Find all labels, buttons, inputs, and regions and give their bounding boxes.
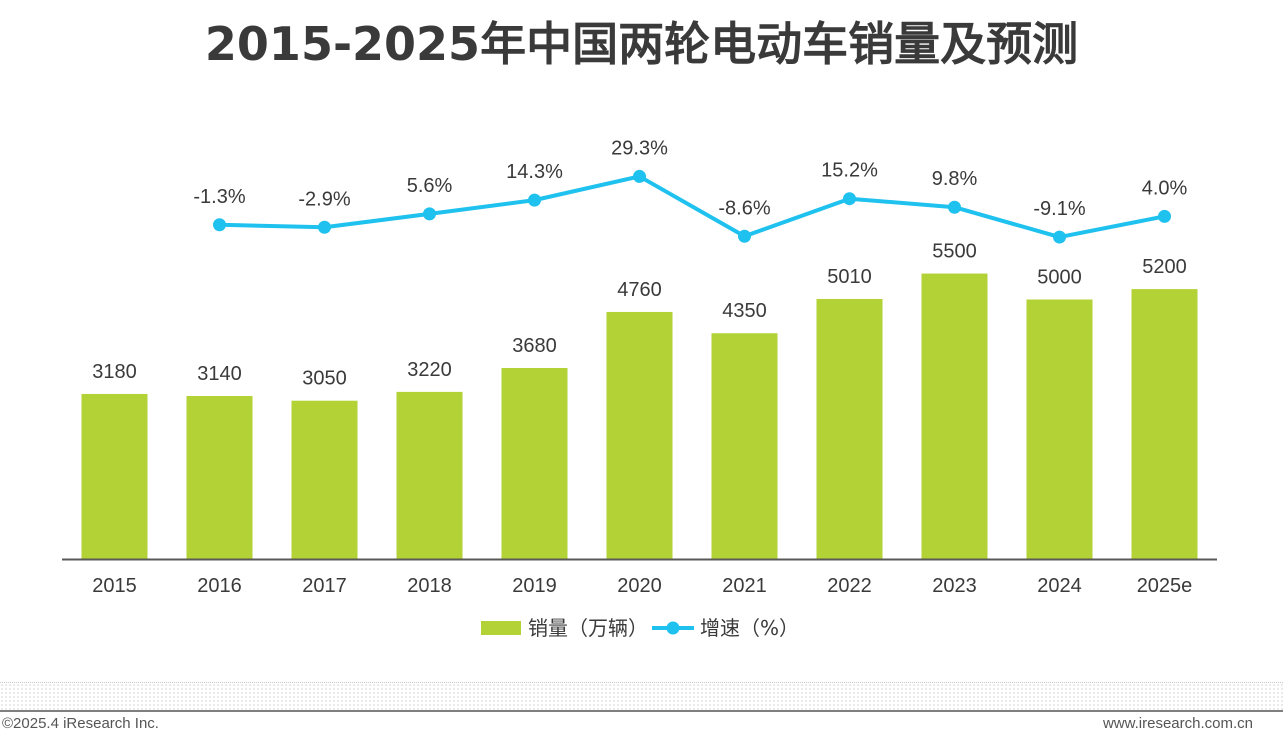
x-tick-2019: 2019 [512,575,557,597]
x-tick-2015: 2015 [92,575,137,597]
x-tick-2020: 2020 [617,575,662,597]
growth-label-2024: -9.1% [1033,198,1085,220]
bar-2017 [291,400,358,559]
footer-band [0,682,1283,711]
growth-label-2019: 14.3% [506,161,563,183]
growth-label-2021: -8.6% [718,197,770,219]
footer-divider [0,710,1283,712]
bar-label-2018: 3220 [407,359,452,381]
line-data-labels: -1.3% -2.9% 5.6% 14.3% 29.3% -8.6% 15.2% 9.8% -9… [193,137,1187,220]
growth-point-2025e [1158,209,1171,223]
chart-title: 2015-2025年中国两轮电动车销量及预测 [204,17,1079,71]
legend: 销量（万辆） 增速（%） [481,616,799,640]
bar-2021 [711,333,778,559]
x-tick-2021: 2021 [722,575,767,597]
bar-label-2017: 3050 [302,368,347,390]
bar-label-2023: 5500 [932,241,977,263]
growth-point-2022 [843,192,856,206]
bar-label-2020: 4760 [617,279,662,301]
legend-bar-swatch [481,621,521,635]
x-tick-labels: 2015 2016 2017 2018 2019 2020 2021 2022 2023 2024… [92,575,1192,597]
growth-label-2025e: 4.0% [1142,177,1188,199]
legend-bar-label: 销量（万辆） [528,616,648,640]
bar-label-2022: 5010 [827,266,872,288]
bar-2018 [396,391,463,559]
growth-point-2023 [948,200,961,214]
x-tick-2025e: 2025e [1137,575,1193,597]
growth-label-2018: 5.6% [407,175,453,197]
bar-2023 [921,273,988,559]
line-series [213,169,1171,244]
growth-label-2022: 15.2% [821,160,878,182]
x-tick-2024: 2024 [1037,575,1082,597]
bar-label-2024: 5000 [1037,267,1082,289]
bar-2022 [816,298,883,559]
bar-label-2019: 3680 [512,335,557,357]
growth-label-2017: -2.9% [298,188,350,210]
website-text: www.iresearch.com.cn [1102,715,1253,732]
bar-series [81,273,1198,559]
bar-label-2025e: 5200 [1142,256,1187,278]
bar-data-labels: 3180 3140 3050 3220 3680 4760 4350 5010 5500 5000… [92,241,1187,390]
bar-2025e [1131,289,1198,559]
x-tick-2017: 2017 [302,575,347,597]
growth-point-2019 [528,193,541,207]
x-tick-2023: 2023 [932,575,977,597]
growth-label-2020: 29.3% [611,137,668,159]
bar-2019 [501,368,568,559]
legend-line-marker [666,621,680,635]
bar-2016 [186,396,253,559]
growth-point-2017 [318,220,331,234]
growth-point-2018 [423,207,436,221]
growth-label-2016: -1.3% [193,186,245,208]
x-tick-2018: 2018 [407,575,452,597]
legend-line-label: 增速（%） [700,616,799,640]
growth-line [219,174,1165,240]
copyright-text: ©2025.4 iResearch Inc. [2,715,159,732]
x-tick-2016: 2016 [197,575,242,597]
growth-label-2023: 9.8% [932,168,978,190]
bar-2015 [81,393,148,559]
bar-2024 [1026,299,1093,559]
bar-label-2016: 3140 [197,363,242,385]
bar-label-2015: 3180 [92,361,137,383]
bar-label-2021: 4350 [722,300,767,322]
x-tick-2022: 2022 [827,575,872,597]
bar-2020 [606,311,673,559]
growth-point-2024 [1053,230,1066,244]
growth-point-2016 [213,218,226,232]
growth-point-2021 [738,229,751,243]
chart: 3180 3140 3050 3220 3680 4760 4350 5010 5500 5000… [62,137,1217,640]
growth-point-2020 [633,169,646,183]
